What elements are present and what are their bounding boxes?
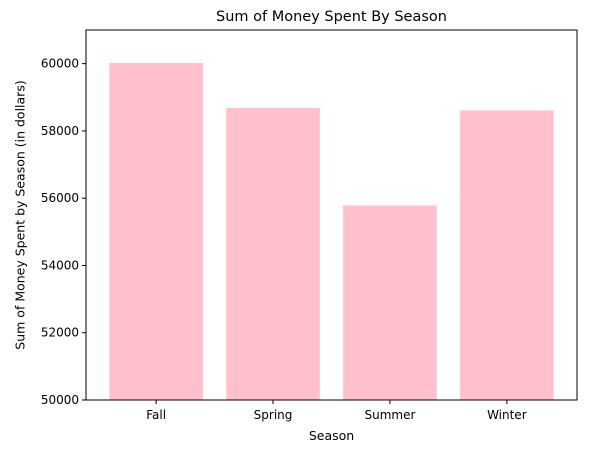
bar-spring [226, 108, 320, 400]
x-tick-label: Spring [254, 408, 293, 422]
y-tick-label: 50000 [41, 393, 79, 407]
x-tick-label: Summer [364, 408, 415, 422]
ticks-layer: 50000 52000 54000 56000 58000 60000 Fall Spring… [41, 57, 527, 422]
y-tick-label: 58000 [41, 124, 79, 138]
x-tick-label: Winter [487, 408, 527, 422]
bar-summer [343, 205, 437, 400]
y-tick-label: 60000 [41, 57, 79, 71]
y-tick-label: 56000 [41, 191, 79, 205]
plot-frame [85, 29, 578, 401]
bar-winter [460, 110, 554, 400]
x-axis-label: Season [309, 428, 354, 443]
bar-fall [109, 63, 203, 400]
y-tick-label: 52000 [41, 326, 79, 340]
y-tick-label: 54000 [41, 258, 79, 272]
x-tick-label: Fall [146, 408, 166, 422]
y-axis-label: Sum of Money Spent by Season (in dollars… [12, 80, 27, 349]
bars-layer [109, 63, 554, 400]
chart-title: Sum of Money Spent By Season [216, 9, 447, 25]
